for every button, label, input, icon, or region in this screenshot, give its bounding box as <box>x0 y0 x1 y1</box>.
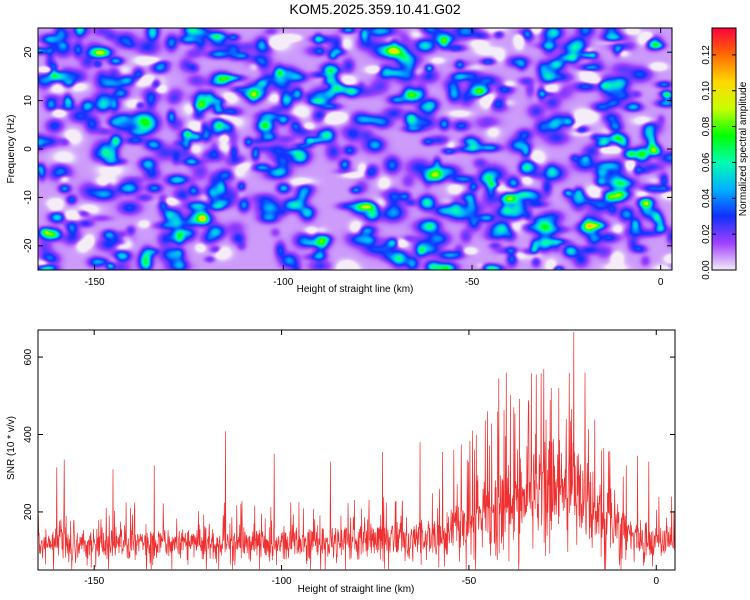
snr-x-tick-label: -100 <box>272 576 292 587</box>
spectrogram-image-holder <box>38 28 672 270</box>
colorbar-tick-label: 0.04 <box>701 188 712 208</box>
spectrogram-x-tick-label: -100 <box>273 277 293 288</box>
snr-y-ticks: 200 400 600 <box>23 348 675 520</box>
snr-x-tick-label: -150 <box>84 576 104 587</box>
spectrogram-y-tick-label: -20 <box>23 238 34 253</box>
snr-y-label: SNR (10 * v/v) <box>6 416 17 480</box>
colorbar-bar <box>711 27 737 271</box>
snr-frame <box>37 329 676 571</box>
colorbar: 0.00 0.02 0.04 0.06 0.08 0.10 0.12 Normalized … <box>701 27 749 280</box>
snr-x-ticks: -150 -100 -50 0 <box>84 330 659 587</box>
spectrogram-x-ticks: -150 -100 -50 0 <box>85 28 664 288</box>
spectrogram-heatmap <box>38 28 672 270</box>
snr-x-tick-label: 0 <box>653 576 659 587</box>
spectrogram-x-tick-label: -50 <box>465 277 480 288</box>
spectrogram-y-ticks: -20 -10 0 10 20 <box>23 46 672 253</box>
spectrogram-y-tick-label: -10 <box>23 190 34 205</box>
spectrogram-x-tick-label: -150 <box>85 277 105 288</box>
spectrogram-x-label: Height of straight line (km) <box>297 284 414 295</box>
spectrogram-x-tick-label: 0 <box>658 277 664 288</box>
colorbar-label: Normalized spectral amplitude <box>738 81 749 216</box>
snr-series-line <box>38 331 675 570</box>
spectrogram-y-label: Frequency (Hz) <box>6 115 17 184</box>
snr-y-tick-label: 600 <box>23 348 34 365</box>
snr-y-tick-label: 400 <box>23 426 34 443</box>
figure-title: KOM5.2025.359.10.41.G02 <box>289 1 460 17</box>
spectrogram-y-tick-label: 0 <box>23 146 34 152</box>
snr-x-label: Height of straight line (km) <box>298 584 415 595</box>
spectrogram-y-tick-label: 10 <box>23 95 34 107</box>
colorbar-ticks: 0.00 0.02 0.04 0.06 0.08 0.10 0.12 <box>701 45 736 280</box>
snr-x-tick-label: -50 <box>462 576 477 587</box>
colorbar-tick-label: 0.02 <box>701 224 712 244</box>
snr-panel: -150 -100 -50 0 200 400 600 Height of straigh… <box>6 329 676 595</box>
snr-y-tick-label: 200 <box>23 503 34 520</box>
colorbar-tick-label: 0.08 <box>701 116 712 136</box>
colorbar-tick-label: 0.00 <box>701 260 712 280</box>
colorbar-tick-label: 0.10 <box>701 81 712 101</box>
colorbar-tick-label: 0.12 <box>701 45 712 65</box>
colorbar-tick-label: 0.06 <box>701 152 712 172</box>
spectrogram-y-tick-label: 20 <box>23 46 34 58</box>
